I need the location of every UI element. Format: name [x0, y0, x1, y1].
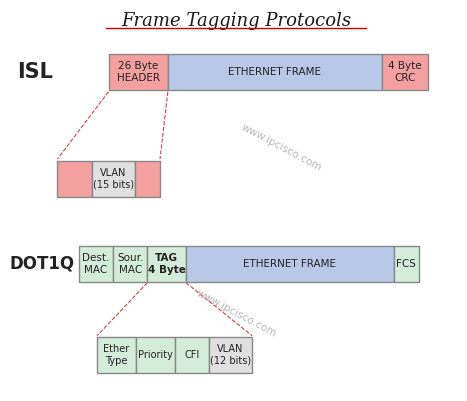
Text: 26 Byte
HEADER: 26 Byte HEADER: [117, 61, 160, 83]
FancyBboxPatch shape: [168, 54, 382, 90]
Text: DOT1Q: DOT1Q: [10, 255, 75, 273]
Text: VLAN
(15 bits): VLAN (15 bits): [93, 168, 134, 190]
Text: Ether
Type: Ether Type: [103, 344, 130, 366]
FancyBboxPatch shape: [394, 246, 418, 282]
FancyBboxPatch shape: [136, 337, 175, 373]
Text: ISL: ISL: [18, 62, 54, 82]
Text: Dest.
MAC: Dest. MAC: [82, 253, 110, 275]
Text: TAG
4 Byte: TAG 4 Byte: [148, 253, 185, 275]
FancyBboxPatch shape: [97, 337, 136, 373]
FancyBboxPatch shape: [57, 161, 92, 196]
FancyBboxPatch shape: [147, 246, 186, 282]
FancyBboxPatch shape: [175, 337, 209, 373]
FancyBboxPatch shape: [135, 161, 160, 196]
Text: Frame Tagging Protocols: Frame Tagging Protocols: [121, 12, 351, 30]
Text: VLAN
(12 bits): VLAN (12 bits): [210, 344, 251, 366]
FancyBboxPatch shape: [209, 337, 252, 373]
Text: ETHERNET FRAME: ETHERNET FRAME: [228, 67, 321, 77]
Text: Sour.
MAC: Sour. MAC: [117, 253, 143, 275]
FancyBboxPatch shape: [79, 246, 113, 282]
Text: www.ipcisco.com: www.ipcisco.com: [194, 288, 278, 338]
FancyBboxPatch shape: [113, 246, 147, 282]
FancyBboxPatch shape: [92, 161, 135, 196]
Text: www.ipcisco.com: www.ipcisco.com: [240, 122, 324, 172]
Text: FCS: FCS: [396, 259, 416, 269]
Text: Priority: Priority: [138, 350, 173, 360]
FancyBboxPatch shape: [186, 246, 394, 282]
Text: 4 Byte
CRC: 4 Byte CRC: [388, 61, 422, 83]
Text: ETHERNET FRAME: ETHERNET FRAME: [243, 259, 336, 269]
Text: CFI: CFI: [184, 350, 199, 360]
FancyBboxPatch shape: [108, 54, 168, 90]
FancyBboxPatch shape: [382, 54, 428, 90]
